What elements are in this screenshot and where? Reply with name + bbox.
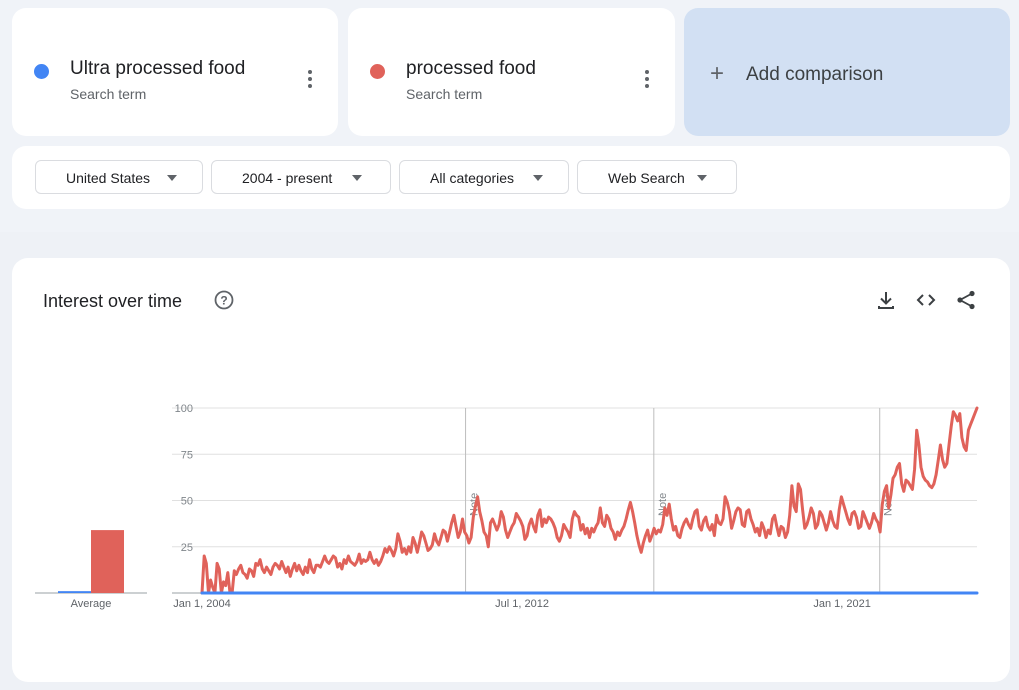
help-icon[interactable]: ? bbox=[214, 290, 234, 310]
section-title: Interest over time bbox=[43, 291, 183, 311]
series-color-dot-red bbox=[370, 64, 385, 79]
region-label: United States bbox=[66, 170, 151, 186]
y-tick-label: 100 bbox=[175, 403, 193, 415]
chevron-down-icon bbox=[697, 175, 707, 181]
series-line-processed-food bbox=[200, 406, 979, 595]
term-title: processed food bbox=[406, 58, 536, 79]
term-subtitle: Search term bbox=[406, 86, 483, 102]
chevron-down-icon bbox=[533, 175, 543, 181]
download-icon[interactable] bbox=[875, 289, 897, 311]
more-options-icon[interactable] bbox=[644, 70, 650, 88]
search-type-label: Web Search bbox=[608, 170, 685, 186]
svg-text:?: ? bbox=[220, 294, 227, 308]
plus-icon: + bbox=[710, 60, 725, 87]
add-comparison-button[interactable]: + Add comparison bbox=[684, 8, 1010, 136]
time-range-label: 2004 - present bbox=[242, 170, 333, 186]
more-options-icon[interactable] bbox=[307, 70, 313, 88]
y-tick-label: 50 bbox=[181, 496, 193, 508]
chevron-down-icon bbox=[352, 175, 362, 181]
term-title: Ultra processed food bbox=[70, 58, 246, 79]
time-range-dropdown[interactable]: 2004 - present bbox=[211, 160, 391, 194]
embed-code-icon[interactable] bbox=[915, 289, 937, 311]
series-color-dot-blue bbox=[34, 64, 49, 79]
region-dropdown[interactable]: United States bbox=[35, 160, 203, 194]
average-label: Average bbox=[71, 598, 112, 610]
interest-over-time-card: Interest over time ? bbox=[12, 258, 1010, 682]
search-type-dropdown[interactable]: Web Search bbox=[577, 160, 737, 194]
x-tick-label: Jul 1, 2012 bbox=[495, 598, 549, 610]
chevron-down-icon bbox=[167, 175, 177, 181]
filter-bar: United States 2004 - present All categor… bbox=[12, 146, 1010, 209]
term-subtitle: Search term bbox=[70, 86, 147, 102]
x-tick-label: Jan 1, 2021 bbox=[813, 598, 871, 610]
average-bar-ultra-processed-food bbox=[58, 591, 91, 593]
term-card-processed-food[interactable]: processed food Search term bbox=[348, 8, 675, 136]
y-tick-label: 25 bbox=[181, 542, 193, 554]
category-dropdown[interactable]: All categories bbox=[399, 160, 569, 194]
add-comparison-label: Add comparison bbox=[746, 64, 884, 85]
average-bar-processed-food bbox=[91, 530, 124, 593]
y-tick-label: 75 bbox=[181, 449, 193, 461]
x-tick-label: Jan 1, 2004 bbox=[173, 598, 231, 610]
category-label: All categories bbox=[430, 170, 515, 186]
term-card-ultra-processed-food[interactable]: Ultra processed food Search term bbox=[12, 8, 338, 136]
share-icon[interactable] bbox=[955, 289, 977, 311]
